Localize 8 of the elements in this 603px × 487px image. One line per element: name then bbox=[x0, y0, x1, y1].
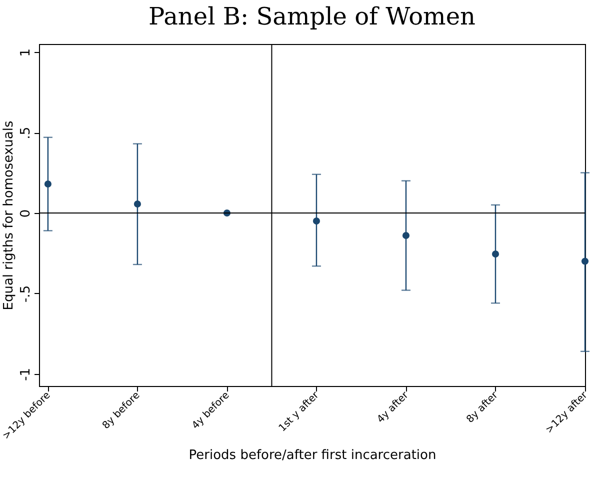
y-axis-title: Equal rigths for homosexuals bbox=[2, 120, 16, 310]
y-tick-label: 0 bbox=[18, 209, 34, 218]
chart-title: Panel B: Sample of Women bbox=[148, 2, 476, 30]
y-tick-label: -1 bbox=[18, 368, 34, 381]
y-tick-label: .5 bbox=[18, 126, 34, 140]
y-tick-label: -.5 bbox=[18, 285, 34, 303]
x-axis-title: Periods before/after first incarceration bbox=[188, 448, 436, 464]
y-tick-label: 1 bbox=[18, 48, 34, 57]
